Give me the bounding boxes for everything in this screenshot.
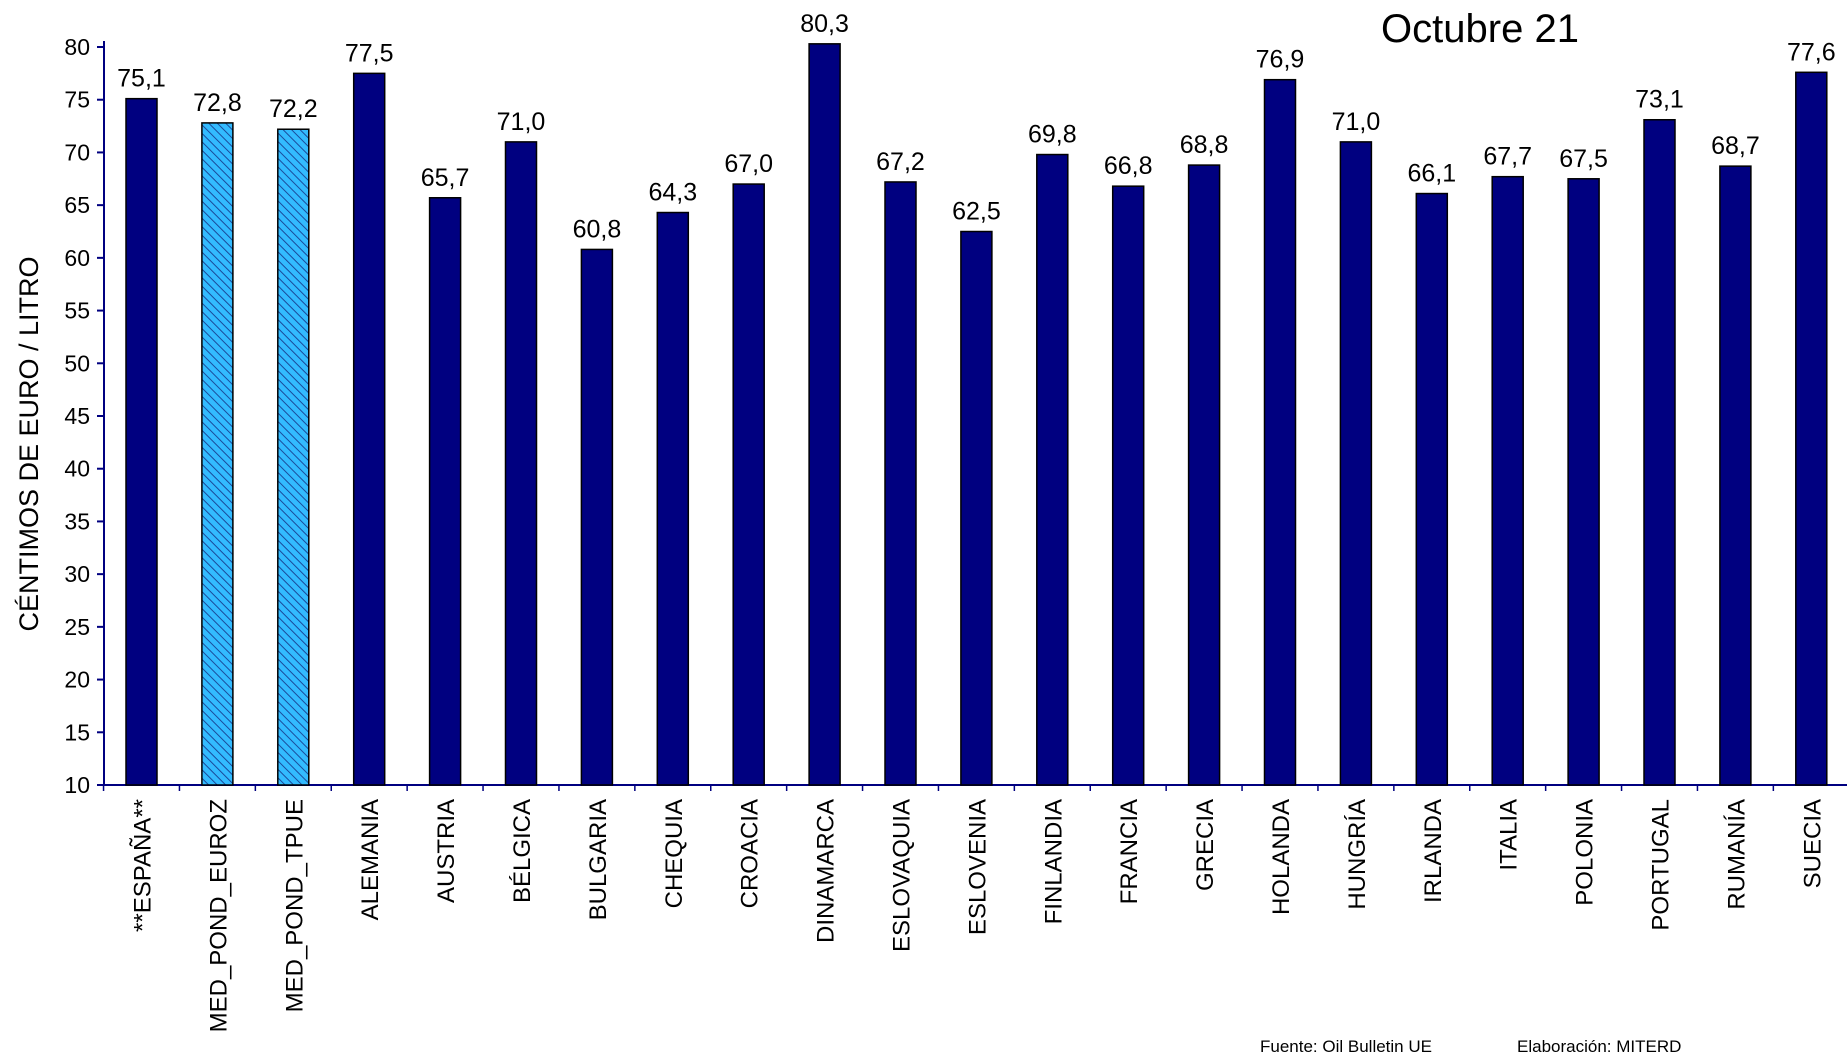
bar-bulgaria [581,249,612,785]
category-label: ESLOVAQUIA [889,799,916,952]
data-label: 69,8 [1028,121,1077,149]
data-label: 73,1 [1635,86,1684,114]
y-tick-label: 15 [64,719,90,745]
data-label: 67,0 [724,150,773,178]
data-label: 64,3 [648,179,697,207]
y-axis-label: CÉNTIMOS DE EURO / LITRO [14,256,44,631]
y-tick-label: 80 [64,34,90,60]
bar-polonia [1568,179,1599,785]
y-tick-label: 75 [64,87,90,113]
data-label: 72,8 [193,89,242,117]
y-tick-label: 30 [64,561,90,587]
bar-irlanda [1416,194,1447,785]
data-label: 67,2 [876,148,925,176]
bar-grecia [1189,165,1220,785]
data-label: 60,8 [573,215,622,243]
bar-francia [1113,186,1144,785]
bar-españa [126,99,157,785]
y-tick-label: 65 [64,192,90,218]
category-label: GRECIA [1192,799,1219,891]
y-tick-label: 55 [64,298,90,324]
y-tick-label: 35 [64,508,90,534]
data-label: 71,0 [1332,108,1381,136]
y-tick-label: 60 [64,245,90,271]
data-label: 76,9 [1256,46,1305,74]
category-label: FINLANDIA [1040,799,1067,924]
data-label: 68,8 [1180,131,1229,159]
category-label: MED_POND_EUROZ [205,799,232,1032]
category-label: ESLOVENIA [964,799,991,935]
data-label: 77,6 [1787,38,1836,66]
bar-hungría [1340,142,1371,785]
category-label: PORTUGAL [1648,799,1675,931]
bar-austria [430,198,461,785]
category-label: ITALIA [1496,799,1523,871]
bar-med-pond-tpue [278,129,309,785]
bar-italia [1492,177,1523,785]
category-label: CROACIA [737,799,764,908]
data-label: 72,2 [269,95,318,123]
y-tick-label: 70 [64,139,90,165]
bar-rumanía [1720,166,1751,785]
category-label: POLONIA [1572,799,1599,906]
category-label: RUMANÍA [1723,799,1750,910]
bar-bélgica [506,142,537,785]
data-label: 62,5 [952,198,1001,226]
category-label: ALEMANIA [357,799,384,920]
bar-med-pond-euroz [202,123,233,785]
data-label: 66,8 [1104,152,1153,180]
bar-suecia [1796,72,1827,785]
chart-title: Octubre 21 [1381,7,1579,51]
category-label: IRLANDA [1420,799,1447,903]
category-label: DINAMARCA [813,799,840,943]
bar-eslovenia [961,232,992,786]
category-label: MED_POND_TPUE [281,799,308,1012]
data-label: 68,7 [1711,132,1760,160]
data-label: 66,1 [1407,160,1456,188]
y-tick-label: 20 [64,667,90,693]
y-tick-label: 45 [64,403,90,429]
category-label: FRANCIA [1116,799,1143,904]
data-label: 77,5 [345,39,394,67]
bar-portugal [1644,120,1675,785]
category-label: BULGARIA [585,799,612,920]
category-label: SUECIA [1799,799,1826,888]
bar-dinamarca [809,44,840,785]
bar-chequia [657,213,688,785]
category-label: CHEQUIA [661,799,688,908]
source-note: Fuente: Oil Bulletin UE [1260,1037,1432,1054]
data-label: 80,3 [800,10,849,38]
y-tick-label: 50 [64,350,90,376]
category-label: BÉLGICA [509,799,536,903]
elaboration-note: Elaboración: MITERD [1517,1037,1681,1054]
data-label: 65,7 [421,164,470,192]
y-tick-label: 40 [64,456,90,482]
category-label: **ESPAÑA** [130,799,157,932]
bar-finlandia [1037,155,1068,785]
bar-croacia [733,184,764,785]
bar-holanda [1265,80,1296,785]
data-label: 75,1 [117,65,166,93]
data-label: 71,0 [497,108,546,136]
bar-eslovaquia [885,182,916,785]
y-tick-label: 25 [64,614,90,640]
bar-alemania [354,73,385,785]
data-label: 67,5 [1559,145,1608,173]
data-label: 67,7 [1483,143,1532,171]
y-tick-label: 10 [64,772,90,798]
category-label: AUSTRIA [433,799,460,903]
category-label: HOLANDA [1268,799,1295,915]
category-label: HUNGRÍA [1344,799,1371,910]
